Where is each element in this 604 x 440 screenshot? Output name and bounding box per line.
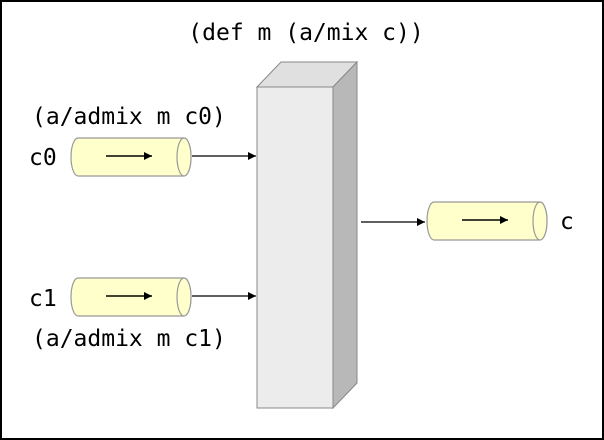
channel-c1-pipe: [70, 277, 192, 317]
mixer-box-side: [332, 60, 358, 410]
diagram-title: (def m (a/mix c)): [188, 20, 423, 46]
cylinder-pipe-end: [176, 277, 192, 317]
channel-c0-pipe: [70, 137, 192, 177]
cylinder-pipe-icon: [70, 277, 192, 317]
cylinder-pipe-icon: [426, 201, 548, 241]
admix-c1-label: (a/admix m c1): [32, 326, 226, 352]
cylinder-pipe-end: [176, 137, 192, 177]
channel-c1-label: c1: [29, 286, 57, 312]
channel-c-pipe: [426, 201, 548, 241]
cylinder-pipe-end: [532, 201, 548, 241]
channel-c0-label: c0: [29, 145, 57, 171]
cylinder-pipe-icon: [70, 137, 192, 177]
channel-c-label: c: [560, 209, 574, 235]
mixer-box-front: [256, 86, 334, 409]
admix-c0-label: (a/admix m c0): [32, 104, 226, 130]
mixer-box: [255, 60, 359, 410]
